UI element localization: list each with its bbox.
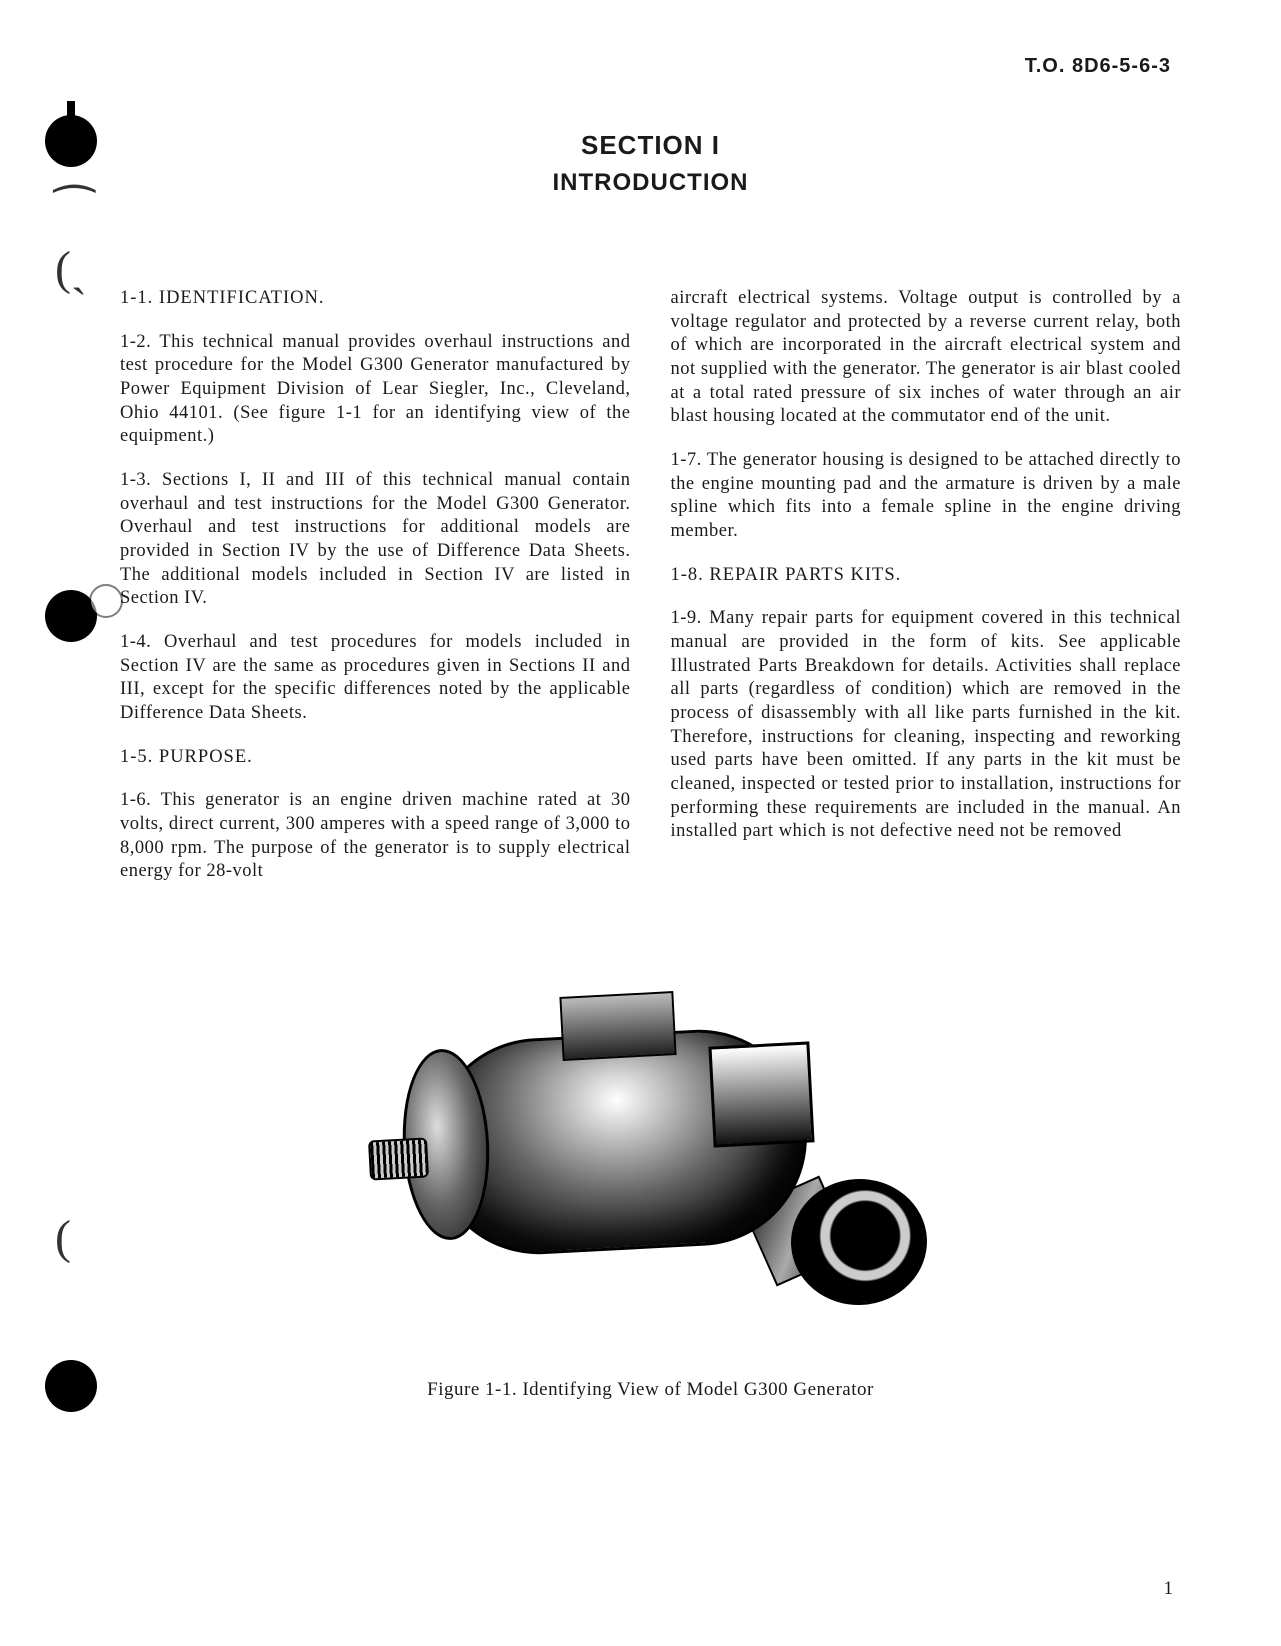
paragraph: 1-7. The generator housing is designed t… <box>671 449 1182 544</box>
paragraph: 1-9. Many repair parts for equipment cov… <box>671 607 1182 844</box>
paragraph: 1-6. This generator is an engine driven … <box>120 789 631 884</box>
para-heading: 1-5. PURPOSE. <box>120 746 631 770</box>
paragraph: 1-2. This technical manual provides over… <box>120 331 631 449</box>
scan-artifact: ⁀(ˎ <box>55 185 94 296</box>
document-code: T.O. 8D6-5-6-3 <box>1025 55 1171 78</box>
body-columns: 1-1. IDENTIFICATION. 1-2. This technical… <box>120 287 1181 904</box>
figure-caption: Figure 1-1. Identifying View of Model G3… <box>120 1379 1181 1401</box>
section-number: SECTION I <box>120 130 1181 161</box>
paragraph: 1-3. Sections I, II and III of this tech… <box>120 469 631 611</box>
right-column: aircraft electrical systems. Voltage out… <box>671 287 1182 904</box>
punch-hole-icon <box>45 1360 97 1412</box>
generator-illustration <box>361 944 941 1334</box>
page: T.O. 8D6-5-6-3 ⁀(ˎ ( SECTION I INTRODUCT… <box>0 0 1281 1646</box>
spline-shaft-icon <box>367 1138 428 1181</box>
punch-hole-icon <box>45 590 97 642</box>
section-title: SECTION I INTRODUCTION <box>120 130 1181 197</box>
mounting-bracket-icon <box>708 1042 814 1148</box>
para-heading: 1-1. IDENTIFICATION. <box>120 287 631 311</box>
para-heading: 1-8. REPAIR PARTS KITS. <box>671 564 1182 588</box>
left-column: 1-1. IDENTIFICATION. 1-2. This technical… <box>120 287 631 904</box>
punch-hole-icon <box>45 115 97 167</box>
section-name: INTRODUCTION <box>120 169 1181 197</box>
paragraph: aircraft electrical systems. Voltage out… <box>671 287 1182 429</box>
figure: Figure 1-1. Identifying View of Model G3… <box>120 944 1181 1401</box>
terminal-block-icon <box>559 991 676 1061</box>
paragraph: 1-4. Overhaul and test procedures for mo… <box>120 631 631 726</box>
scan-artifact: ( <box>55 1210 71 1265</box>
page-number: 1 <box>1164 1578 1174 1600</box>
